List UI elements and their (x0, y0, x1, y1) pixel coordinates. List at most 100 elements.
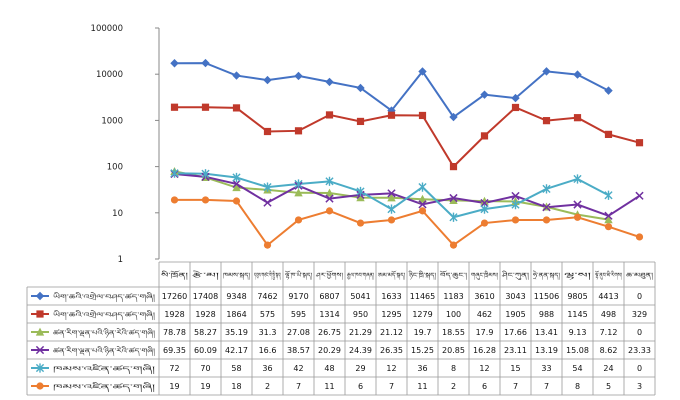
legend-entry: ཚན་རིག་ལྡན་པའི་ཉིན་རེའི་ཚད་གཞི། (53, 346, 156, 357)
data-label: 26.75 (318, 328, 341, 337)
data-point (170, 196, 179, 204)
data-point (387, 193, 396, 202)
data-label: 462 (477, 310, 492, 319)
data-label: 575 (260, 310, 275, 319)
data-label: 0 (637, 292, 642, 301)
data-point (418, 207, 427, 215)
data-label: 33 (541, 364, 551, 373)
data-point (449, 241, 458, 249)
data-point (201, 169, 210, 179)
data-point (325, 176, 334, 186)
data-point (36, 382, 44, 390)
data-label: 7 (389, 382, 394, 391)
data-label: 11 (417, 382, 427, 391)
data-point (35, 327, 45, 336)
data-label: 27.08 (287, 328, 310, 337)
data-point (356, 193, 365, 202)
category-label: ལྷ་ས། (564, 272, 593, 280)
data-point (263, 241, 272, 249)
data-label: 8.62 (600, 346, 618, 355)
data-point (542, 203, 551, 212)
data-label: 950 (353, 310, 368, 319)
data-point (511, 216, 520, 224)
data-point (356, 219, 365, 227)
category-label: ཆ་མཐུན། (626, 272, 654, 280)
data-label: 31.3 (259, 328, 277, 337)
data-label: 2 (451, 382, 456, 391)
data-label: 4413 (598, 292, 618, 301)
data-point (573, 174, 582, 184)
data-label: 54 (572, 364, 582, 373)
data-point (232, 71, 241, 80)
data-label: 2 (265, 382, 270, 391)
data-point (480, 204, 489, 214)
data-label: 38.57 (287, 346, 310, 355)
data-label: 5 (606, 382, 611, 391)
data-point (263, 127, 272, 136)
data-label: 7.12 (600, 328, 618, 337)
series-markers (170, 58, 644, 249)
data-label: 1633 (381, 292, 401, 301)
data-label: 3 (637, 382, 642, 391)
data-label: 29 (355, 364, 365, 373)
category-label: སི་ཁྲོན། (161, 270, 189, 280)
data-point (604, 190, 613, 200)
y-tick-label: 1000 (101, 116, 123, 126)
series-markers-4 (170, 168, 613, 222)
data-table: སི་ཁྲོན། རྩེ་མ། ཁམས་སྐད། དབུས་གཙང་གི་སྤྱི་ས… (26, 261, 656, 396)
data-label: 18.55 (442, 328, 465, 337)
data-label: 70 (200, 364, 210, 373)
series-markers-5 (170, 196, 644, 249)
data-point (542, 117, 551, 125)
data-point (418, 182, 427, 192)
data-label: 15.08 (566, 346, 589, 355)
data-point (604, 130, 613, 138)
category-label: ཤིང་ཀུན། (501, 270, 530, 280)
y-tick-label: 10 (112, 209, 123, 219)
data-point (418, 194, 427, 203)
data-label: 69.35 (163, 346, 186, 355)
data-label: 11506 (534, 292, 559, 301)
data-label: 78.78 (163, 328, 186, 337)
data-label: 20.85 (442, 346, 465, 355)
data-label: 13.41 (535, 328, 558, 337)
legend-entry: ཁམས་འཛིན་ཚད་གཞི། (53, 382, 156, 393)
data-point (635, 191, 644, 200)
data-point (294, 188, 303, 197)
data-point (356, 186, 365, 197)
data-label: 329 (632, 310, 647, 319)
data-label: 7 (513, 382, 518, 391)
y-axis: 1 10 100 1000 10000 100000 (91, 24, 160, 265)
data-point (232, 172, 241, 183)
data-label: 13.19 (535, 346, 558, 355)
data-point (356, 83, 365, 93)
data-label: 7 (544, 382, 549, 391)
data-point (449, 163, 458, 171)
data-label: 6 (358, 382, 363, 391)
data-point (263, 182, 272, 192)
data-label: 988 (539, 310, 554, 319)
data-point (511, 93, 520, 103)
data-label: 1295 (381, 310, 401, 319)
data-point (170, 103, 179, 111)
series-line-1 (174, 106, 640, 169)
data-label: 19.7 (414, 328, 432, 337)
data-point (232, 197, 241, 205)
data-point (418, 200, 427, 209)
data-point (35, 291, 45, 301)
data-point (604, 215, 613, 224)
data-point (325, 188, 334, 197)
data-point (325, 111, 334, 119)
data-label: 3610 (474, 292, 494, 301)
data-label: 15 (510, 364, 520, 373)
data-point (573, 114, 582, 122)
data-point (542, 67, 551, 76)
data-label: 12 (479, 364, 489, 373)
data-label: 12 (386, 364, 396, 373)
data-label: 9.13 (569, 328, 587, 337)
data-label: 1183 (443, 292, 463, 301)
data-label: 1314 (319, 310, 339, 319)
data-label: 1864 (226, 310, 246, 319)
data-label: 19 (169, 382, 179, 391)
